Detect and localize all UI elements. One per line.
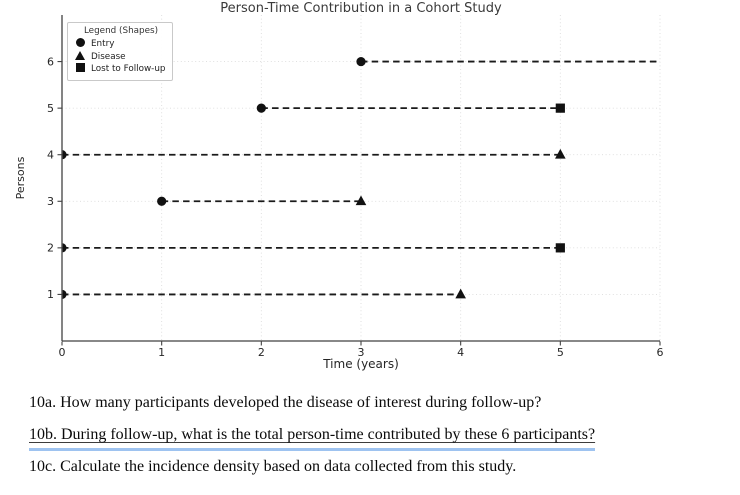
entry-marker xyxy=(62,150,67,160)
y-tick-label: 5 xyxy=(47,102,54,115)
disease-marker xyxy=(555,148,566,159)
legend-item-label: Lost to Follow-up xyxy=(91,64,166,75)
question-10c: 10c. Calculate the incidence density bas… xyxy=(29,458,517,475)
x-axis-label: Time (years) xyxy=(323,357,399,371)
chart-plot-area: 0 1 2 3 4 5 6 1 2 3 4 5 6 xyxy=(47,15,664,359)
y-tick-label: 6 xyxy=(47,55,54,68)
entry-marker xyxy=(62,243,67,253)
lost-marker xyxy=(555,103,565,113)
x-tick-label: 3 xyxy=(358,346,365,359)
chart-legend: Legend (Shapes) Entry Disease Lost to Fo… xyxy=(67,22,173,81)
lost-marker xyxy=(555,243,565,253)
legend-item-lost: Lost to Follow-up xyxy=(74,63,168,76)
x-tick-label: 2 xyxy=(258,346,265,359)
disease-marker xyxy=(355,195,367,206)
entry-marker xyxy=(62,289,67,299)
person-time-chart: Person-Time Contribution in a Cohort Stu… xyxy=(14,1,664,371)
person-series-group xyxy=(62,56,660,299)
y-tick-label: 4 xyxy=(47,149,54,162)
entry-marker xyxy=(356,56,366,67)
legend-item-disease: Disease xyxy=(74,50,168,64)
entry-marker xyxy=(157,196,167,206)
lost-square-icon xyxy=(74,63,86,75)
legend-item-label: Disease xyxy=(91,51,126,62)
entry-marker xyxy=(256,103,266,113)
question-10b-highlighted-text: 10b. During follow-up, what is the total… xyxy=(29,425,596,451)
disease-triangle-icon xyxy=(74,50,86,63)
x-tick-label: 4 xyxy=(457,346,464,359)
x-tick-label: 5 xyxy=(557,346,564,359)
legend-title: Legend (Shapes) xyxy=(83,26,159,36)
x-tick-label: 0 xyxy=(59,346,66,359)
y-tick-label: 1 xyxy=(47,288,54,301)
question-10a: 10a. How many participants developed the… xyxy=(29,394,542,411)
legend-item-label: Entry xyxy=(91,39,115,50)
chart-title: Person-Time Contribution in a Cohort Stu… xyxy=(220,1,502,16)
y-tick-label: 3 xyxy=(47,195,54,208)
disease-marker xyxy=(455,288,466,299)
x-tick-label: 6 xyxy=(657,346,664,359)
legend-item-entry: Entry xyxy=(74,38,168,51)
x-tick-label: 1 xyxy=(158,346,165,359)
y-tick-label: 2 xyxy=(47,242,54,255)
question-10b: 10b. During follow-up, what is the total… xyxy=(29,425,596,451)
entry-circle-icon xyxy=(74,38,86,50)
